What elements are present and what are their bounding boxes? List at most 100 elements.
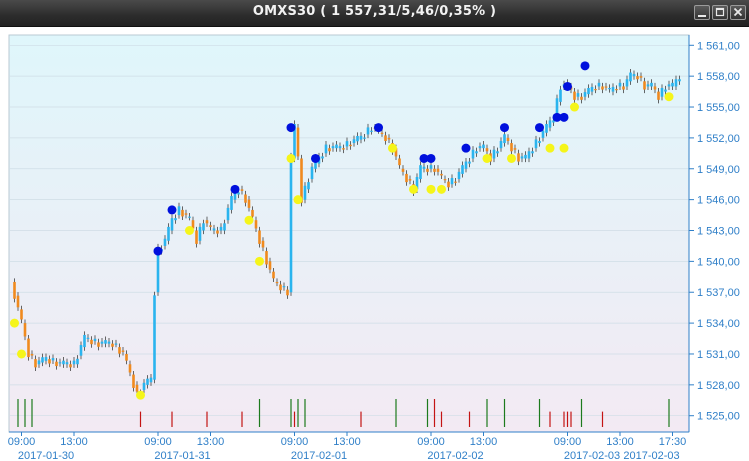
candle-body (657, 91, 660, 100)
candle-body (426, 168, 429, 172)
candle-body (639, 76, 643, 78)
signal-markers (10, 61, 674, 400)
candle-body (16, 295, 20, 308)
candle-body (398, 158, 401, 166)
candle-body (251, 209, 254, 217)
candle-body (310, 166, 314, 180)
buy-signal-marker (374, 123, 383, 133)
candle-body (72, 360, 76, 365)
y-tick-label: 1 534,00 (697, 318, 740, 330)
sell-signal-marker (388, 143, 397, 153)
candle-body (506, 137, 510, 141)
candle-body (594, 89, 597, 91)
candle-body (170, 218, 174, 231)
candle-body (20, 309, 23, 320)
candle-body (97, 342, 100, 347)
y-tick-label: 1 525,00 (697, 411, 740, 423)
x-time-label: 13:00 (470, 436, 498, 448)
candle-body (331, 146, 335, 149)
candle-body (615, 89, 618, 91)
candle-body (44, 357, 48, 361)
candle-body (503, 134, 506, 144)
candle-body (153, 295, 156, 380)
candle-body (111, 343, 114, 347)
candle-body (142, 382, 146, 390)
candle-body (401, 168, 405, 172)
x-date-label: 2017-01-31 (154, 450, 210, 461)
candle-body (272, 271, 275, 279)
x-date-label: 2017-02-01 (291, 450, 347, 461)
x-date-label: 2017-02-03 (623, 450, 679, 461)
candle-body (13, 281, 16, 299)
candle-body (303, 185, 307, 200)
title-bar[interactable]: OMXS30 ( 1 557,31/5,46/0,35% ) (0, 0, 749, 27)
candle-body (622, 86, 625, 90)
y-tick-label: 1 549,00 (697, 164, 740, 176)
candle-body (282, 286, 286, 288)
candle-body (345, 141, 349, 147)
candle-body (335, 144, 338, 149)
candle-body (167, 226, 170, 241)
buy-signal-marker (580, 61, 590, 71)
minimize-button[interactable] (694, 5, 710, 20)
candle-body (573, 91, 576, 100)
y-axis: 1 525,00 1 528,00 1 531,00 1 534,00 1 537,00… (688, 35, 740, 432)
candle-body (279, 284, 282, 291)
candle-body (125, 353, 128, 361)
candle-body (62, 360, 65, 365)
candle-body (492, 149, 496, 159)
candle-body (195, 230, 198, 244)
candle-body (177, 206, 181, 216)
candle-body (475, 151, 478, 154)
candle-body (447, 181, 450, 188)
candle-body (233, 192, 237, 200)
candle-body (454, 181, 457, 183)
plot-area (8, 34, 690, 433)
candle-body (219, 226, 223, 231)
candle-body (394, 148, 398, 157)
candlestick-chart[interactable]: 1 525,00 1 528,00 1 531,00 1 534,00 1 537,00… (0, 26, 749, 461)
candle-body (580, 96, 583, 100)
y-tick-label: 1 543,00 (697, 226, 740, 238)
buy-signal-marker (563, 81, 572, 91)
candle-body (443, 179, 447, 181)
x-time-label: 09:00 (417, 436, 445, 448)
candle-body (156, 247, 160, 293)
candle-body (268, 261, 272, 270)
candles (13, 68, 681, 399)
candle-body (286, 289, 289, 296)
close-button[interactable] (730, 5, 746, 20)
candle-body (76, 358, 79, 365)
candle-body (83, 334, 86, 348)
y-tick-label: 1 546,00 (697, 195, 740, 207)
candle-body (625, 79, 629, 87)
x-axis: 09:00 13:00 09:00 13:00 09:00 13:00 09:00 13:00… (8, 431, 689, 461)
x-time-label: 17:30 (659, 436, 687, 448)
buy-signal-marker (311, 153, 320, 163)
sell-signal-marker (17, 349, 26, 359)
candle-body (352, 139, 356, 144)
sell-signal-marker (136, 390, 145, 400)
candle-body (342, 148, 345, 150)
candle-body (436, 168, 440, 172)
candle-body (307, 182, 310, 190)
candle-body (440, 173, 443, 176)
candle-body (457, 171, 461, 180)
grid-lines (9, 44, 689, 417)
candle-body (244, 194, 247, 203)
candle-body (104, 340, 107, 344)
candle-body (363, 137, 366, 139)
sell-signal-marker (507, 153, 516, 163)
candle-body (471, 149, 475, 159)
candle-body (510, 143, 513, 152)
candle-body (450, 178, 454, 185)
candle-body (583, 92, 587, 97)
buy-signal-marker (461, 143, 471, 153)
candle-body (576, 93, 580, 97)
candle-body (55, 361, 58, 367)
candle-body (667, 84, 671, 87)
maximize-button[interactable] (712, 5, 728, 20)
window-title: OMXS30 ( 1 557,31/5,46/0,35% ) (252, 4, 497, 19)
candle-body (23, 323, 27, 337)
